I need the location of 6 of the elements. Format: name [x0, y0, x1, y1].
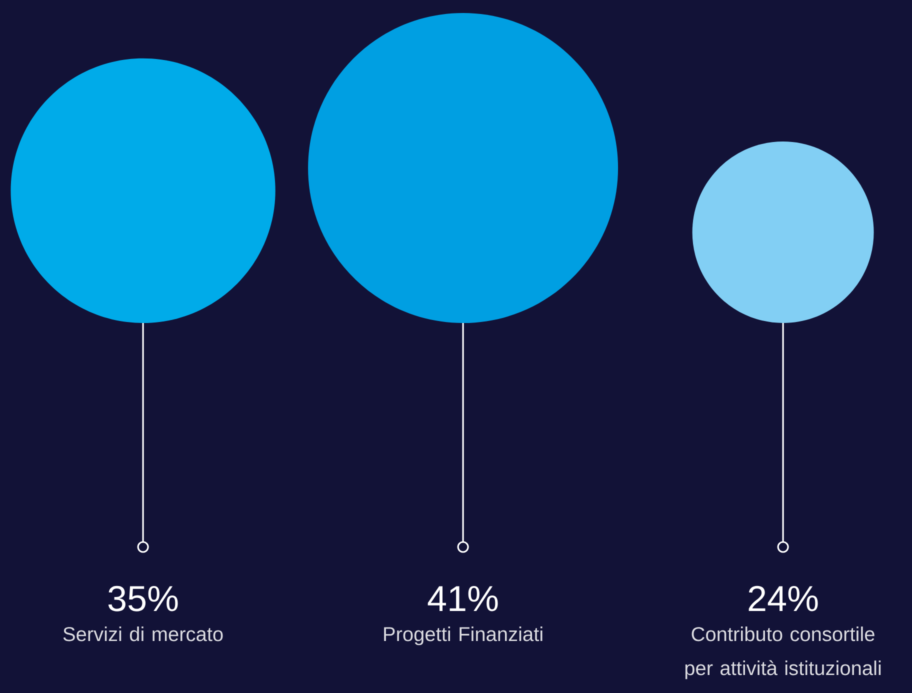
category-label: Progetti Finanziati	[384, 626, 542, 646]
data-label: 41%	[428, 586, 498, 612]
category-label: Contributo consortile per attività istituzionali	[685, 626, 881, 680]
data-label: 24%	[748, 586, 818, 612]
data-label: 35%	[108, 586, 178, 612]
category-label: Servizi di mercato	[63, 626, 223, 642]
